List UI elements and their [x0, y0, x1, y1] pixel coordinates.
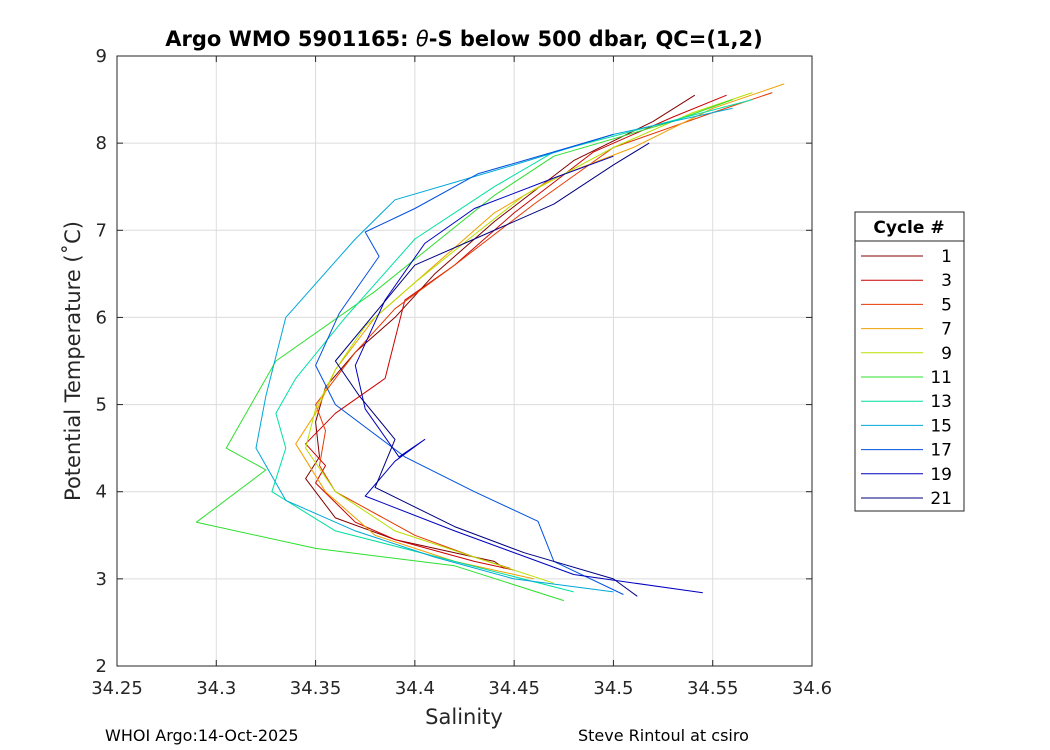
y-axis-label: Potential Temperature (˚C) [61, 221, 85, 501]
legend-label-cycle-7: 7 [941, 320, 952, 340]
y-tick-label: 5 [96, 395, 107, 416]
legend-label-cycle-17: 17 [930, 441, 952, 461]
series-line-cycle-5 [315, 92, 773, 569]
y-tick-label: 7 [96, 220, 107, 241]
x-tick-label: 34.35 [290, 678, 342, 699]
legend-label-cycle-19: 19 [930, 465, 952, 485]
x-tick-label: 34.3 [196, 678, 236, 699]
series-line-cycle-7 [295, 83, 785, 580]
y-tick-label: 4 [96, 482, 107, 503]
y-tick-label: 8 [96, 133, 107, 154]
y-tick-label: 9 [96, 46, 107, 67]
x-tick-labels: 34.25 34.3 34.35 34.4 34.45 34.5 34.55 34.6 [91, 56, 832, 699]
legend-title: Cycle # [873, 218, 944, 238]
x-axis-label: Salinity [425, 705, 503, 729]
chart-title: Argo WMO 5901165: θ-S below 500 dbar, QC… [165, 27, 762, 51]
x-tick-label: 34.55 [687, 678, 739, 699]
series-line-cycle-15 [255, 107, 733, 593]
legend-label-cycle-5: 5 [941, 295, 952, 315]
y-tick-labels: 2 3 4 5 6 7 8 9 [96, 46, 812, 677]
series-line-cycle-21 [334, 142, 650, 597]
legend-box [854, 211, 965, 512]
x-tick-label: 34.6 [792, 678, 832, 699]
title-suffix: -S below 500 dbar, QC=(1,2) [429, 27, 763, 51]
legend-label-cycle-21: 21 [930, 489, 952, 509]
x-tick-label: 34.4 [395, 678, 435, 699]
footer-credit: Steve Rintoul at csiro [578, 726, 749, 745]
y-tick-label: 3 [96, 569, 107, 590]
x-tick-label: 34.5 [593, 678, 633, 699]
legend-label-cycle-3: 3 [941, 271, 952, 291]
series-line-cycle-17 [315, 133, 624, 595]
x-tick-label: 34.25 [91, 678, 143, 699]
title-prefix: Argo WMO 5901165: [165, 27, 416, 51]
series-line-cycle-11 [195, 99, 733, 602]
legend-label-cycle-15: 15 [930, 416, 952, 436]
footer-source: WHOI Argo:14-Oct-2025 [105, 726, 299, 745]
series-line-cycle-9 [305, 92, 753, 584]
y-tick-label: 6 [96, 307, 107, 328]
legend-label-cycle-13: 13 [930, 392, 952, 412]
series-line-cycle-1 [305, 94, 696, 569]
series-line-cycle-19 [354, 155, 703, 594]
series-lines [195, 83, 785, 602]
legend-label-cycle-9: 9 [941, 344, 952, 364]
y-tick-label: 2 [96, 656, 107, 677]
legend-label-cycle-11: 11 [930, 368, 952, 388]
plot-frame [116, 55, 813, 667]
grid [116, 55, 813, 667]
plot-area [117, 56, 812, 666]
x-tick-label: 34.45 [488, 678, 540, 699]
legend-label-cycle-1: 1 [941, 247, 952, 267]
title-theta: θ [416, 27, 429, 51]
